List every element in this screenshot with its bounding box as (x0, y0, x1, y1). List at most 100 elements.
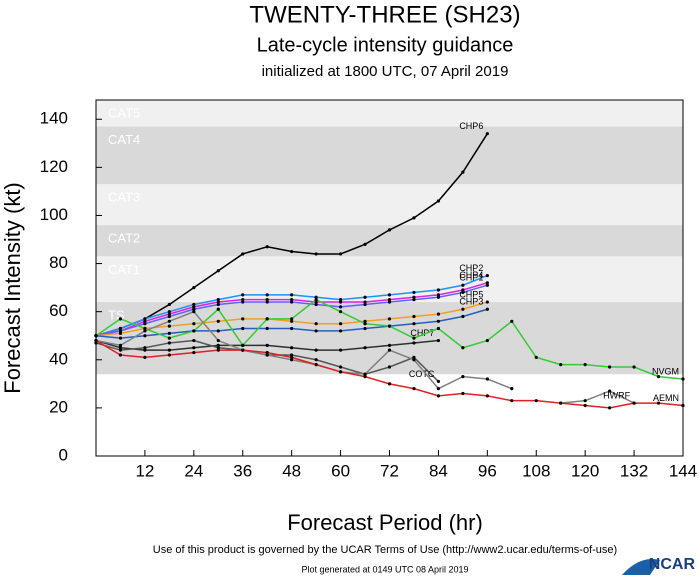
series-point (290, 319, 294, 323)
series-point (632, 365, 636, 369)
series-point (461, 346, 465, 350)
series-point (314, 298, 318, 302)
x-tick-label: 84 (429, 461, 448, 480)
series-point (363, 242, 367, 246)
x-tick-label: 96 (478, 461, 497, 480)
series-point (681, 377, 685, 381)
series-point (461, 307, 465, 311)
x-tick-label: 132 (620, 461, 648, 480)
y-tick-label: 120 (40, 157, 68, 176)
series-point (143, 334, 147, 338)
series-point (143, 317, 147, 321)
series-label: CHP3 (459, 297, 483, 307)
series-point (94, 341, 98, 345)
x-axis-label: Forecast Period (hr) (287, 510, 483, 535)
series-point (192, 329, 196, 333)
series-point (412, 314, 416, 319)
series-point (461, 290, 465, 295)
series-point (559, 401, 563, 405)
y-axis-label: Forecast Intensity (kt) (0, 182, 25, 394)
series-point (387, 298, 392, 302)
series-point (192, 350, 196, 355)
series-point (143, 348, 147, 352)
series-point (485, 300, 489, 304)
series-point (216, 269, 220, 273)
category-band (96, 126, 683, 185)
series-point (412, 355, 416, 359)
series-point (608, 365, 612, 369)
series-point (485, 377, 489, 381)
series-point (192, 286, 196, 290)
series-point (143, 346, 147, 350)
series-point (290, 353, 294, 357)
series-point (436, 387, 441, 391)
series-point (338, 370, 343, 374)
generated-note: Plot generated at 0149 UTC 08 April 2019 (301, 564, 468, 574)
series-point (363, 295, 367, 299)
series-point (436, 295, 441, 299)
series-point (632, 401, 636, 405)
series-point (192, 346, 196, 350)
series-point (461, 170, 465, 174)
series-point (241, 298, 245, 302)
series-point (338, 365, 343, 369)
series-point (387, 228, 392, 232)
series-point (143, 355, 147, 359)
x-tick-label: 60 (331, 461, 350, 480)
series-point (436, 338, 441, 343)
x-tick-label: 12 (135, 461, 154, 480)
series-label: CHP6 (459, 121, 483, 131)
series-point (290, 317, 294, 321)
series-point (387, 348, 392, 352)
series-label: HWRF (603, 390, 630, 400)
series-label: CHP7 (410, 328, 434, 338)
series-point (94, 334, 98, 338)
series-point (461, 375, 465, 379)
series-point (265, 326, 269, 331)
series-point (94, 338, 98, 343)
x-tick-label: 120 (571, 461, 599, 480)
series-point (167, 341, 171, 345)
series-point (436, 319, 441, 323)
series-point (387, 300, 392, 304)
series-point (608, 406, 612, 410)
series-point (485, 283, 489, 287)
series-point (314, 302, 318, 307)
series-point (290, 326, 294, 331)
series-point (436, 394, 441, 398)
series-point (338, 310, 343, 314)
series-point (485, 338, 489, 343)
series-point (363, 322, 367, 326)
series-point (241, 252, 245, 256)
series-point (167, 310, 171, 314)
y-tick-label: 0 (59, 445, 68, 464)
x-tick-label: 144 (669, 461, 697, 480)
series-point (681, 403, 685, 408)
y-tick-label: 60 (49, 301, 68, 320)
series-point (412, 290, 416, 295)
series-label: AEMN (653, 393, 679, 403)
init-note: initialized at 1800 UTC, 07 April 2019 (262, 63, 509, 80)
series-point (216, 307, 220, 311)
series-point (241, 326, 245, 331)
series-point (265, 293, 269, 297)
series-point (192, 338, 196, 343)
chart-title: TWENTY-THREE (SH23) (249, 1, 520, 28)
series-point (290, 249, 294, 254)
series-point (338, 322, 343, 326)
series-point (510, 387, 514, 391)
series-line (95, 310, 635, 404)
series-point (290, 300, 294, 304)
y-tick-label: 80 (49, 253, 68, 272)
series-point (412, 295, 416, 299)
series-point (314, 252, 318, 256)
y-tick-label: 140 (40, 109, 68, 128)
series-point (216, 302, 220, 307)
series-label: NVGM (652, 366, 679, 376)
chart-subtitle: Late-cycle intensity guidance (257, 34, 514, 56)
x-tick-label: 108 (522, 461, 550, 480)
series-label: CHP4 (459, 270, 483, 280)
series-point (436, 326, 441, 331)
series-point (387, 365, 392, 369)
series-point (241, 293, 245, 297)
